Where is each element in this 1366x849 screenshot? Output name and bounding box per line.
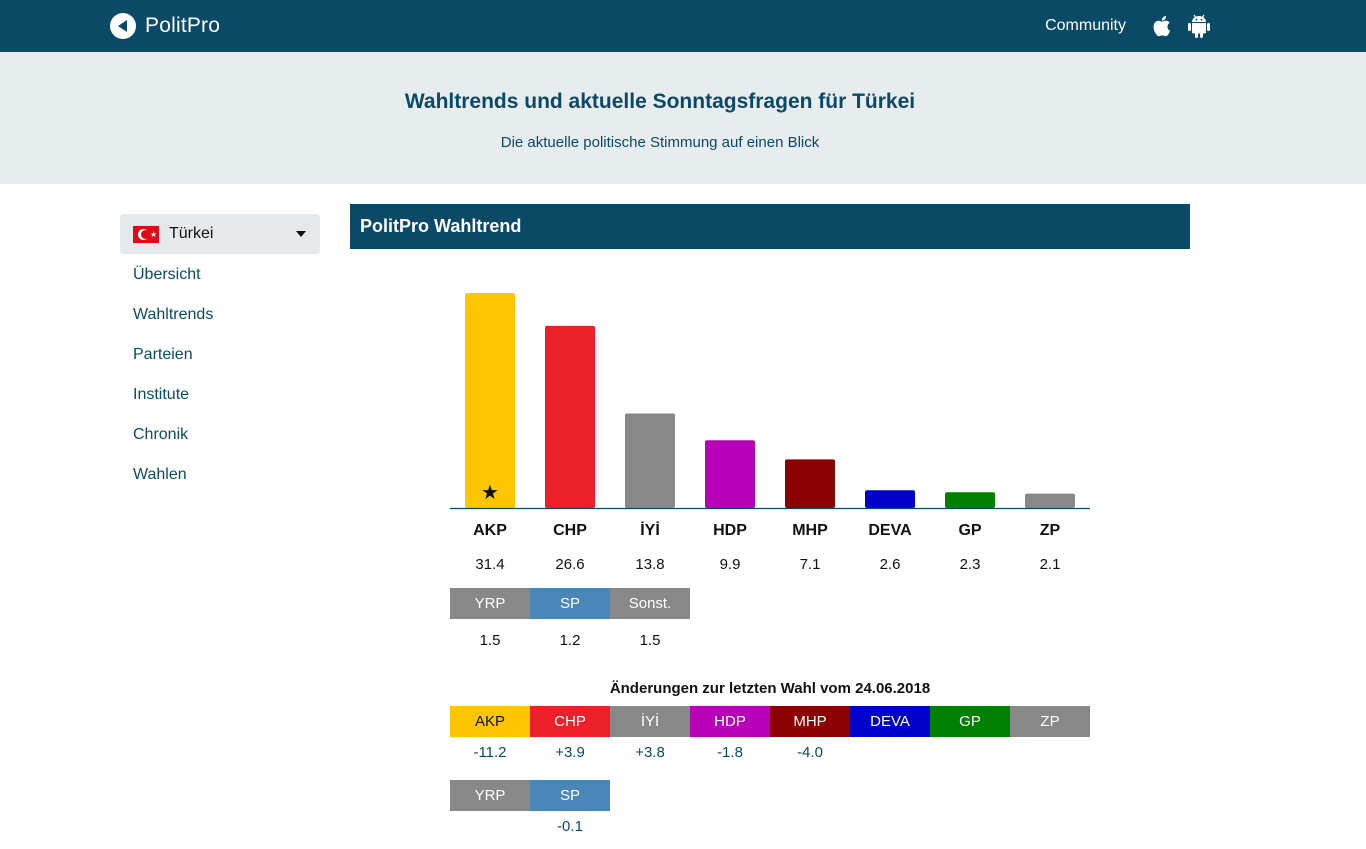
page-title: Wahltrends und aktuelle Sonntagsfragen f… bbox=[404, 90, 916, 113]
bar-zp[interactable] bbox=[1025, 493, 1075, 508]
bar-hdp[interactable] bbox=[705, 440, 755, 508]
data-label-mhp: 7.1 bbox=[799, 556, 821, 573]
sidebar-nav: Übersicht Wahltrends Parteien Institute … bbox=[133, 260, 213, 500]
data-label-deva: 2.6 bbox=[879, 556, 901, 573]
other-party-chip-sp[interactable]: SP bbox=[530, 588, 610, 619]
other-party-chip-yrp[interactable]: YRP bbox=[450, 588, 530, 619]
leader-star-icon: ★ bbox=[481, 480, 499, 504]
turkey-flag-icon: ★ bbox=[133, 225, 159, 243]
change-value: -0.1 bbox=[557, 818, 583, 835]
change-value bbox=[450, 812, 530, 842]
change-party-chip-mhp[interactable]: MHP bbox=[770, 706, 850, 737]
other-party-chip-sonst[interactable]: Sonst. bbox=[610, 588, 690, 619]
change-party-chip-hdp[interactable]: HDP bbox=[690, 706, 770, 737]
change-value bbox=[850, 738, 930, 768]
panel-title: PolitPro Wahltrend bbox=[350, 204, 1190, 249]
android-icon[interactable] bbox=[1188, 14, 1210, 38]
change-value: +3.9 bbox=[555, 744, 585, 761]
change-party-chip-chp[interactable]: CHP bbox=[530, 706, 610, 737]
tick-label-mhp: MHP bbox=[792, 522, 828, 539]
bar-chp[interactable] bbox=[545, 325, 595, 508]
sidebar-item-wahlen[interactable]: Wahlen bbox=[133, 466, 187, 483]
hero-banner: Wahltrends und aktuelle Sonntagsfragen f… bbox=[0, 52, 1366, 184]
data-label-i̇yi̇: 13.8 bbox=[635, 556, 665, 573]
change-value: +3.8 bbox=[635, 744, 665, 761]
tick-label-deva: DEVA bbox=[868, 522, 912, 539]
sidebar-item-chronik[interactable]: Chronik bbox=[133, 426, 189, 443]
tick-label-zp: ZP bbox=[1039, 522, 1061, 539]
change-party-chip-gp[interactable]: GP bbox=[930, 706, 1010, 737]
other-parties-row: YRP SP Sonst. bbox=[450, 588, 690, 619]
community-link[interactable]: Community bbox=[1045, 17, 1126, 34]
country-select[interactable]: ★ Türkei bbox=[120, 214, 320, 254]
change-party-chip-iyi[interactable]: İYİ bbox=[610, 706, 690, 737]
tick-label-akp: AKP bbox=[473, 522, 507, 539]
logo-text: PolitPro bbox=[145, 14, 221, 37]
change-party-chip-yrp[interactable]: YRP bbox=[450, 780, 530, 811]
change-party-chip-sp[interactable]: SP bbox=[530, 780, 610, 811]
chevron-down-icon bbox=[296, 231, 306, 237]
bar-mhp[interactable] bbox=[785, 459, 835, 508]
tick-label-gp: GP bbox=[958, 522, 982, 539]
bar-i̇yi̇[interactable] bbox=[625, 413, 675, 508]
changes-title: Änderungen zur letzten Wahl vom 24.06.20… bbox=[609, 680, 931, 697]
changes-party-row-2: YRP SP bbox=[450, 780, 610, 811]
sidebar-item-wahltrends[interactable]: Wahltrends bbox=[133, 306, 214, 323]
tick-label-i̇yi̇: İYİ bbox=[640, 522, 660, 539]
changes-value-row-2: -0.1 bbox=[450, 812, 610, 842]
sidebar-item-parteien[interactable]: Parteien bbox=[133, 346, 193, 363]
change-value: -4.0 bbox=[797, 744, 823, 761]
other-party-value: 1.5 bbox=[639, 632, 661, 649]
data-label-gp: 2.3 bbox=[959, 556, 981, 573]
politpro-logo-icon bbox=[110, 13, 136, 39]
changes-value-row-1: -11.2 +3.9 +3.8 -1.8 -4.0 bbox=[450, 738, 1090, 768]
apple-icon[interactable] bbox=[1152, 14, 1174, 38]
tick-label-hdp: HDP bbox=[713, 522, 747, 539]
country-label: Türkei bbox=[169, 225, 214, 242]
change-value: -11.2 bbox=[473, 744, 507, 761]
change-party-chip-deva[interactable]: DEVA bbox=[850, 706, 930, 737]
bar-deva[interactable] bbox=[865, 490, 915, 508]
page-subtitle: Die aktuelle politische Stimmung auf ein… bbox=[500, 134, 820, 151]
change-value bbox=[1010, 738, 1090, 768]
wahltrend-bar-chart: ★ bbox=[450, 293, 1090, 510]
other-values-row: 1.5 1.2 1.5 bbox=[450, 626, 690, 656]
change-party-chip-akp[interactable]: AKP bbox=[450, 706, 530, 737]
data-label-hdp: 9.9 bbox=[719, 556, 741, 573]
change-party-chip-zp[interactable]: ZP bbox=[1010, 706, 1090, 737]
tick-label-chp: CHP bbox=[553, 522, 587, 539]
bar-gp[interactable] bbox=[945, 492, 995, 508]
other-party-value: 1.2 bbox=[559, 632, 581, 649]
bar-akp[interactable] bbox=[465, 293, 515, 508]
top-nav: Community bbox=[1045, 13, 1210, 39]
sidebar-item-uebersicht[interactable]: Übersicht bbox=[133, 266, 201, 283]
logo[interactable]: PolitPro bbox=[110, 13, 220, 39]
data-label-akp: 31.4 bbox=[475, 556, 505, 573]
change-value: -1.8 bbox=[717, 744, 743, 761]
top-bar: PolitPro Community bbox=[0, 0, 1366, 52]
changes-party-row-1: AKP CHP İYİ HDP MHP DEVA GP ZP bbox=[450, 706, 1090, 737]
party-label-row: AKP CHP İYİ HDP MHP DEVA GP ZP bbox=[450, 516, 1090, 546]
data-label-chp: 26.6 bbox=[555, 556, 585, 573]
party-value-row: 31.4 26.6 13.8 9.9 7.1 2.6 2.3 2.1 bbox=[450, 550, 1090, 580]
other-party-value: 1.5 bbox=[479, 632, 501, 649]
change-value bbox=[930, 738, 1010, 768]
data-label-zp: 2.1 bbox=[1039, 556, 1061, 573]
sidebar-item-institute[interactable]: Institute bbox=[133, 386, 190, 403]
